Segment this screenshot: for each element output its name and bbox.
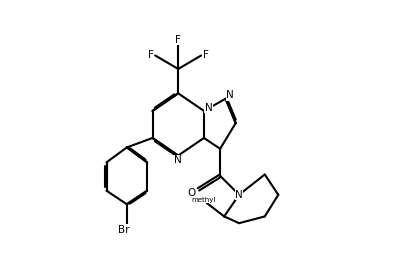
Text: N: N (174, 155, 182, 165)
Text: N: N (205, 103, 212, 113)
Text: F: F (148, 50, 153, 60)
Text: methyl: methyl (191, 197, 216, 203)
Text: F: F (203, 50, 209, 60)
Text: F: F (175, 35, 181, 45)
Text: O: O (188, 188, 196, 198)
Text: N: N (226, 90, 234, 100)
Text: N: N (235, 190, 243, 200)
Text: Br: Br (118, 225, 129, 235)
